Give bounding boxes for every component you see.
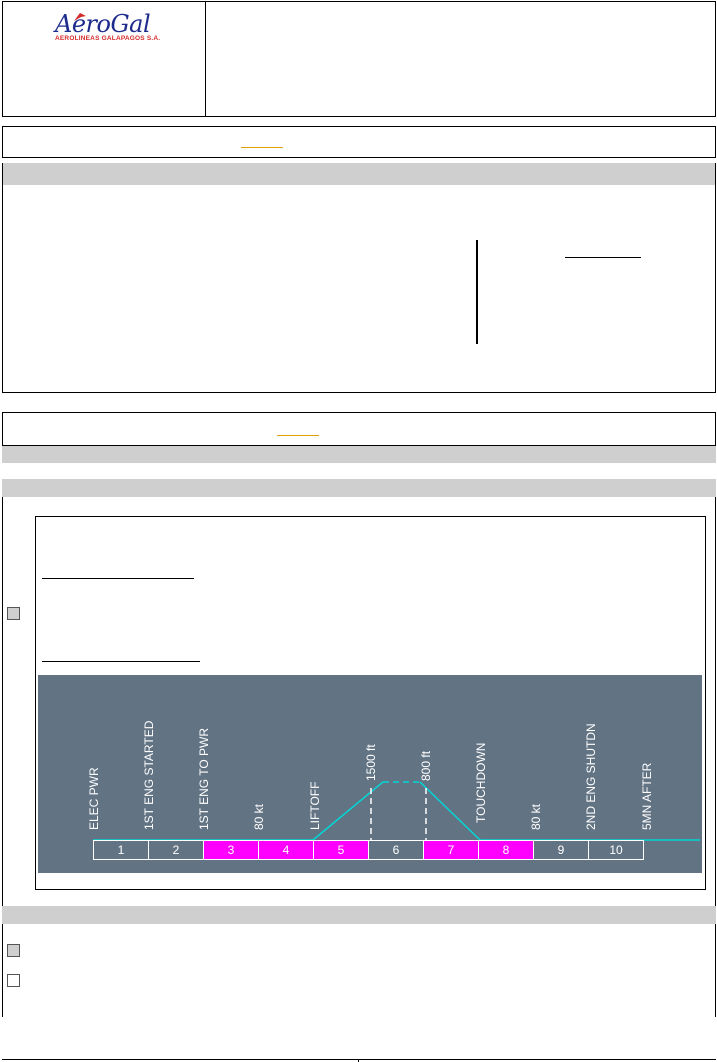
label-liftoff: LIFTOFF xyxy=(308,781,322,830)
phase-number: 7 xyxy=(447,843,455,857)
section-3-strip xyxy=(2,906,716,924)
section-1-header-strip xyxy=(3,163,715,185)
subheading-underline-1 xyxy=(42,578,194,579)
footer-divider xyxy=(358,1059,359,1062)
label-elec-pwr: ELEC PWR xyxy=(87,767,101,830)
section-1-link[interactable] xyxy=(241,147,283,148)
phase-4: 4 xyxy=(258,840,314,860)
logo-brand: AeroGal xyxy=(55,10,151,38)
flight-phase-diagram: 1 2 3 4 5 6 7 8 9 10 ELEC PWR 1ST ENG ST… xyxy=(38,675,702,873)
item-checkbox-1[interactable] xyxy=(7,944,20,957)
section-2-strip-1 xyxy=(2,446,716,463)
section-2-title-bar xyxy=(2,412,716,446)
section-2-link[interactable] xyxy=(277,435,319,436)
phase-number: 8 xyxy=(502,843,510,857)
phase-6: 6 xyxy=(368,840,424,860)
vertical-divider xyxy=(476,240,478,344)
phase-number: 2 xyxy=(172,843,180,857)
diagram-frame: 1 2 3 4 5 6 7 8 9 10 ELEC PWR 1ST ENG ST… xyxy=(35,516,706,890)
section-1-title-bar xyxy=(2,126,716,158)
label-touchdown: TOUCHDOWN xyxy=(474,742,488,823)
phase-number: 4 xyxy=(282,843,290,857)
phase-number: 10 xyxy=(609,843,623,857)
phase-1: 1 xyxy=(93,840,149,860)
label-80kt-takeoff: 80 kt xyxy=(252,803,266,830)
label-1st-eng-to-pwr: 1ST ENG TO PWR xyxy=(197,727,211,830)
phase-number: 1 xyxy=(117,843,125,857)
underline-field xyxy=(565,257,641,258)
phase-3: 3 xyxy=(203,840,259,860)
diagram-checkbox[interactable] xyxy=(7,607,20,620)
phase-9: 9 xyxy=(533,840,589,860)
label-80kt-landing: 80 kt xyxy=(529,803,543,830)
footer-rule xyxy=(2,1059,716,1060)
label-1st-eng-started: 1ST ENG STARTED xyxy=(142,720,156,830)
label-2nd-eng-shutdn: 2ND ENG SHUTDN xyxy=(584,723,598,830)
section-2-left-border xyxy=(2,497,3,1017)
phase-bar: 1 2 3 4 5 6 7 8 9 10 xyxy=(93,840,648,860)
subheading-underline-2 xyxy=(42,661,200,662)
label-5mn-after: 5MN AFTER xyxy=(640,762,654,830)
phase-number: 3 xyxy=(227,843,235,857)
header-logo-cell: AeroGal AEROLINEAS GALAPAGOS S.A. xyxy=(2,1,206,117)
logo-subtitle: AEROLINEAS GALAPAGOS S.A. xyxy=(55,35,161,42)
item-checkbox-2[interactable] xyxy=(7,974,20,987)
phase-5: 5 xyxy=(313,840,369,860)
header-title-cell xyxy=(205,1,716,117)
phase-10: 10 xyxy=(588,840,644,860)
label-1500ft: 1500 ft xyxy=(364,744,378,781)
section-2-right-border xyxy=(715,497,716,1017)
section-2-strip-2 xyxy=(2,479,716,497)
phase-number: 9 xyxy=(557,843,565,857)
phase-2: 2 xyxy=(148,840,204,860)
phase-8: 8 xyxy=(478,840,534,860)
phase-number: 5 xyxy=(337,843,345,857)
aerogal-logo: AeroGal AEROLINEAS GALAPAGOS S.A. xyxy=(55,10,175,50)
label-800ft: 800 ft xyxy=(419,750,433,781)
logo-bird-icon xyxy=(74,13,86,21)
phase-number: 6 xyxy=(392,843,400,857)
section-1-panel xyxy=(2,163,716,393)
phase-7: 7 xyxy=(423,840,479,860)
